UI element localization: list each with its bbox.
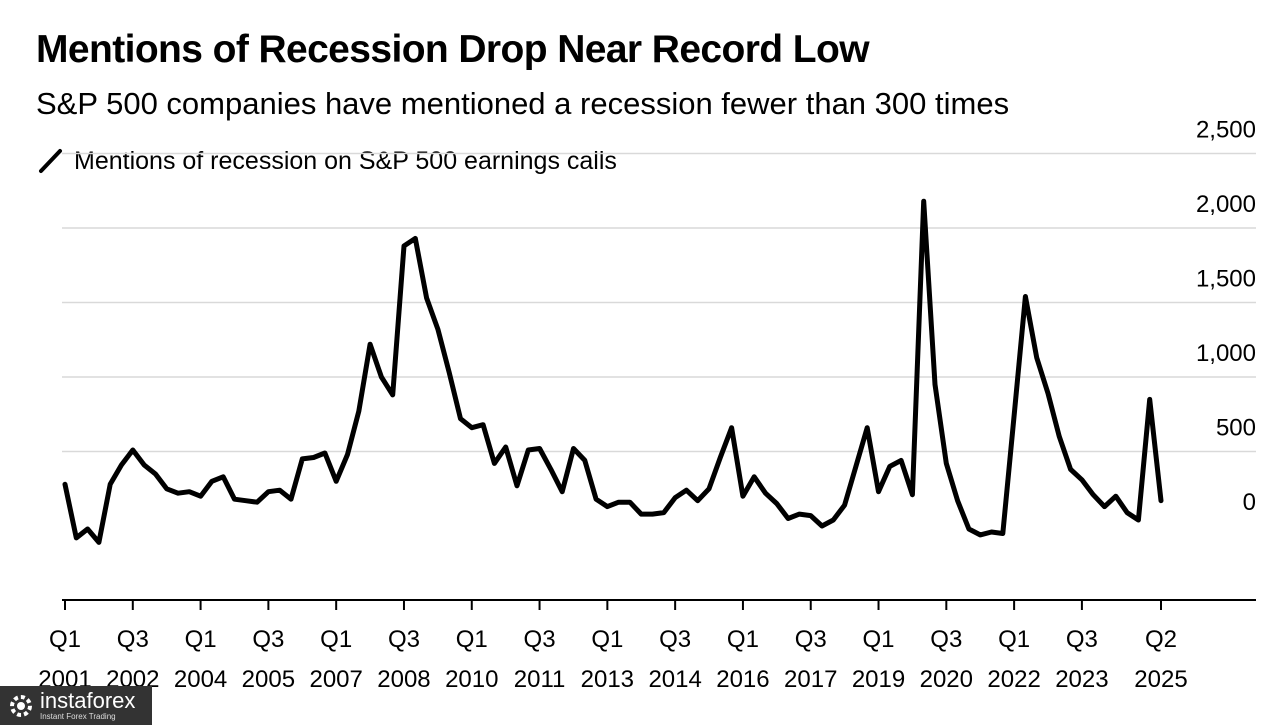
x-tick-label-year-2008: 2008 — [377, 666, 430, 693]
chart-title: Mentions of Recession Drop Near Record L… — [36, 28, 870, 71]
legend-label: Mentions of recession on S&P 500 earning… — [74, 146, 617, 175]
y-tick-label-2000: 2,000 — [1196, 191, 1256, 218]
x-tick-label-quarter-q1-2001: Q1 — [49, 626, 81, 653]
x-tick-label-year-2014: 2014 — [648, 666, 701, 693]
series-line-recession-mentions — [62, 198, 1164, 545]
x-tick-label-quarter-q3-2014: Q3 — [659, 626, 691, 653]
watermark: instaforex Instant Forex Trading — [0, 686, 152, 725]
legend-line-icon — [39, 149, 62, 173]
x-tick-label-quarter-q3-2017: Q3 — [795, 626, 827, 653]
legend: Mentions of recession on S&P 500 earning… — [36, 146, 617, 176]
x-tick-label-year-2007: 2007 — [309, 666, 362, 693]
x-tick-label-quarter-q1-2010: Q1 — [456, 626, 488, 653]
x-tick-label-year-2013: 2013 — [581, 666, 634, 693]
x-tick-label-year-2025: 2025 — [1134, 666, 1187, 693]
x-tick-label-year-2010: 2010 — [445, 666, 498, 693]
x-tick-label-quarter-q3-2002: Q3 — [117, 626, 149, 653]
y-tick-label-2500: 2,500 — [1196, 117, 1256, 144]
x-tick-label-quarter-q3-2020: Q3 — [930, 626, 962, 653]
x-tick-label-quarter-q3-2008: Q3 — [388, 626, 420, 653]
x-tick-label-quarter-q1-2013: Q1 — [591, 626, 623, 653]
x-tick-label-year-2019: 2019 — [852, 666, 905, 693]
y-tick-label-500: 500 — [1216, 415, 1256, 442]
x-tick-label-year-2004: 2004 — [174, 666, 227, 693]
x-tick-label-year-2023: 2023 — [1055, 666, 1108, 693]
x-tick-label-quarter-q1-2022: Q1 — [998, 626, 1030, 653]
gear-logo-icon — [10, 694, 32, 717]
watermark-brand: instaforex — [40, 688, 136, 713]
x-tick-label-year-2022: 2022 — [987, 666, 1040, 693]
x-tick-label-quarter-q1-2007: Q1 — [320, 626, 352, 653]
x-axis-ticks — [64, 600, 1162, 610]
x-tick-label-quarter-q2-2025: Q2 — [1145, 626, 1177, 653]
watermark-tagline: Instant Forex Trading — [40, 712, 116, 721]
chart-subtitle: S&P 500 companies have mentioned a reces… — [36, 86, 1010, 121]
x-tick-label-year-2017: 2017 — [784, 666, 837, 693]
x-tick-label-year-2016: 2016 — [716, 666, 769, 693]
x-tick-label-quarter-q1-2019: Q1 — [863, 626, 895, 653]
x-tick-label-quarter-q3-2023: Q3 — [1066, 626, 1098, 653]
x-tick-label-quarter-q1-2016: Q1 — [727, 626, 759, 653]
y-tick-label-1500: 1,500 — [1196, 266, 1256, 293]
y-tick-label-0: 0 — [1243, 489, 1256, 516]
y-axis-labels: 2,500 2,000 1,500 1,000 500 0 — [1196, 117, 1256, 517]
x-tick-label-year-2011: 2011 — [514, 666, 566, 693]
x-tick-label-quarter-q3-2005: Q3 — [252, 626, 284, 653]
x-tick-label-quarter-q3-2011: Q3 — [524, 626, 556, 653]
x-tick-label-year-2005: 2005 — [242, 666, 295, 693]
x-axis-labels: Q12001Q32002Q12004Q32005Q12007Q32008Q120… — [38, 626, 1187, 693]
x-tick-label-year-2020: 2020 — [920, 666, 973, 693]
gridlines — [62, 152, 1256, 453]
x-tick-label-quarter-q1-2004: Q1 — [185, 626, 217, 653]
y-tick-label-1000: 1,000 — [1196, 340, 1256, 367]
